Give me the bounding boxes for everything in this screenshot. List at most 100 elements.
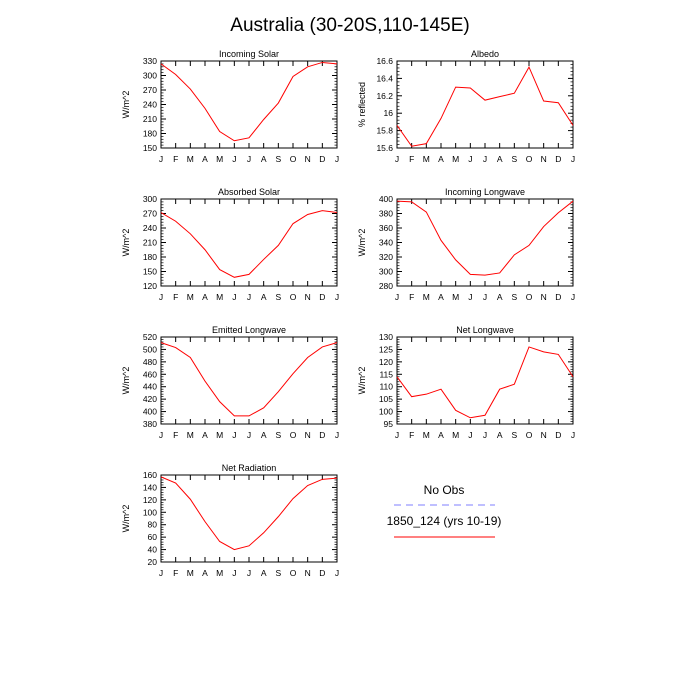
absorbed-solar-xtick-label: M — [187, 292, 194, 302]
absorbed-solar-ytick-label: 180 — [143, 252, 157, 262]
emitted-longwave-series-line — [160, 342, 338, 417]
albedo-xtick-label: A — [438, 154, 444, 164]
net-longwave-xtick-label: J — [571, 430, 575, 440]
net-longwave-ytick-label: 95 — [384, 419, 394, 429]
incoming-longwave-ytick-label: 320 — [379, 252, 393, 262]
net-radiation-xtick-label: A — [202, 568, 208, 578]
absorbed-solar-ytick-label: 150 — [143, 267, 157, 277]
emitted-longwave-xtick-label: A — [202, 430, 208, 440]
net-longwave-xtick-label: A — [438, 430, 444, 440]
absorbed-solar-xtick-label: O — [290, 292, 297, 302]
incoming-longwave-xtick-label: J — [395, 292, 399, 302]
albedo-ytick-label: 16.2 — [376, 91, 393, 101]
emitted-longwave-ytick-label: 380 — [143, 419, 157, 429]
net-longwave-xtick-label: D — [555, 430, 561, 440]
net-radiation-ytick-label: 160 — [143, 470, 157, 480]
absorbed-solar-xtick-label: J — [335, 292, 339, 302]
incoming-longwave-xtick-label: J — [571, 292, 575, 302]
incoming-longwave-xtick-label: F — [409, 292, 414, 302]
incoming-longwave-ytick-label: 300 — [379, 267, 393, 277]
emitted-longwave-title: Emitted Longwave — [212, 325, 286, 335]
net-longwave-xtick-label: A — [497, 430, 503, 440]
albedo-ytick-label: 15.6 — [376, 143, 393, 153]
absorbed-solar-ylabel: W/m^2 — [121, 229, 131, 257]
emitted-longwave-xtick-label: J — [159, 430, 163, 440]
emitted-longwave-ytick-label: 460 — [143, 369, 157, 379]
albedo-ytick-label: 16.6 — [376, 56, 393, 66]
absorbed-solar-ytick-label: 210 — [143, 238, 157, 248]
emitted-longwave-ytick-label: 420 — [143, 394, 157, 404]
net-longwave-ytick-label: 120 — [379, 357, 393, 367]
net-longwave-ytick-label: 110 — [379, 382, 393, 392]
albedo-ytick-label: 16 — [384, 108, 394, 118]
absorbed-solar-xtick-label: J — [232, 292, 236, 302]
incoming-longwave-xtick-label: O — [526, 292, 533, 302]
net-radiation-ytick-label: 80 — [148, 520, 158, 530]
legend-obs-label: No Obs — [424, 483, 465, 497]
incoming-longwave-xtick-label: N — [541, 292, 547, 302]
emitted-longwave-panel: Emitted Longwave W/m^2 380 400 420 440 460 480 5… — [121, 325, 339, 440]
incoming-longwave-ytick-label: 340 — [379, 238, 393, 248]
incoming-solar-xtick-label: S — [275, 154, 281, 164]
albedo-ylabel: % reflected — [357, 82, 367, 127]
net-longwave-ytick-label: 100 — [379, 407, 393, 417]
absorbed-solar-ytick-label: 300 — [143, 194, 157, 204]
net-longwave-panel: Net Longwave W/m^2 95 100 105 110 115 120 125 130… — [357, 325, 575, 440]
net-longwave-ylabel: W/m^2 — [357, 367, 367, 395]
incoming-longwave-ytick-label: 380 — [379, 209, 393, 219]
incoming-solar-xtick-label: M — [216, 154, 223, 164]
incoming-solar-ytick-label: 330 — [143, 56, 157, 66]
incoming-solar-ytick-label: 240 — [143, 100, 157, 110]
incoming-longwave-title: Incoming Longwave — [445, 187, 525, 197]
albedo-title: Albedo — [471, 49, 499, 59]
legend: No Obs 1850_124 (yrs 10-19) — [387, 483, 501, 538]
incoming-solar-ytick-label: 180 — [143, 129, 157, 139]
emitted-longwave-xtick-label: O — [290, 430, 297, 440]
net-radiation-ytick-label: 120 — [143, 495, 157, 505]
net-longwave-xtick-label: O — [526, 430, 533, 440]
absorbed-solar-xtick-label: F — [173, 292, 178, 302]
net-radiation-series-line — [160, 476, 338, 551]
albedo-series-line — [396, 65, 574, 147]
albedo-xtick-label: J — [395, 154, 399, 164]
net-radiation-xtick-label: J — [159, 568, 163, 578]
net-radiation-ytick-label: 40 — [148, 545, 158, 555]
incoming-solar-ytick-label: 270 — [143, 85, 157, 95]
net-radiation-xtick-label: D — [319, 568, 325, 578]
absorbed-solar-xtick-label: A — [202, 292, 208, 302]
absorbed-solar-series-line — [160, 210, 338, 278]
net-radiation-xtick-label: J — [335, 568, 339, 578]
incoming-longwave-xtick-label: D — [555, 292, 561, 302]
incoming-longwave-series-line — [396, 200, 574, 276]
net-longwave-xtick-label: N — [541, 430, 547, 440]
incoming-solar-xtick-label: A — [202, 154, 208, 164]
albedo-plot-frame — [396, 60, 574, 149]
emitted-longwave-xtick-label: A — [261, 430, 267, 440]
net-radiation-xtick-label: N — [305, 568, 311, 578]
incoming-longwave-xtick-label: A — [438, 292, 444, 302]
net-longwave-ytick-label: 105 — [379, 394, 393, 404]
absorbed-solar-xtick-label: A — [261, 292, 267, 302]
albedo-ytick-label: 16.4 — [376, 73, 393, 83]
net-radiation-xtick-label: J — [247, 568, 251, 578]
incoming-longwave-ylabel: W/m^2 — [357, 229, 367, 257]
incoming-solar-xtick-label: J — [159, 154, 163, 164]
albedo-xtick-label: J — [571, 154, 575, 164]
incoming-longwave-xtick-label: M — [452, 292, 459, 302]
absorbed-solar-ytick-label: 240 — [143, 223, 157, 233]
albedo-panel: Albedo % reflected 15.6 15.8 16 16.2 16.4 16.6 J… — [357, 49, 575, 164]
absorbed-solar-panel: Absorbed Solar W/m^2 120 150 180 210 240 270 300… — [121, 187, 339, 302]
net-radiation-plot-frame — [160, 474, 338, 563]
albedo-ytick-label: 15.8 — [376, 126, 393, 136]
absorbed-solar-plot-frame — [160, 198, 338, 287]
net-longwave-ytick-label: 125 — [379, 344, 393, 354]
net-longwave-title: Net Longwave — [456, 325, 514, 335]
albedo-xtick-label: S — [511, 154, 517, 164]
net-radiation-ylabel: W/m^2 — [121, 505, 131, 533]
net-longwave-xtick-label: J — [483, 430, 487, 440]
net-radiation-xtick-label: O — [290, 568, 297, 578]
net-radiation-xtick-label: J — [232, 568, 236, 578]
net-radiation-ytick-label: 140 — [143, 482, 157, 492]
albedo-xtick-label: F — [409, 154, 414, 164]
